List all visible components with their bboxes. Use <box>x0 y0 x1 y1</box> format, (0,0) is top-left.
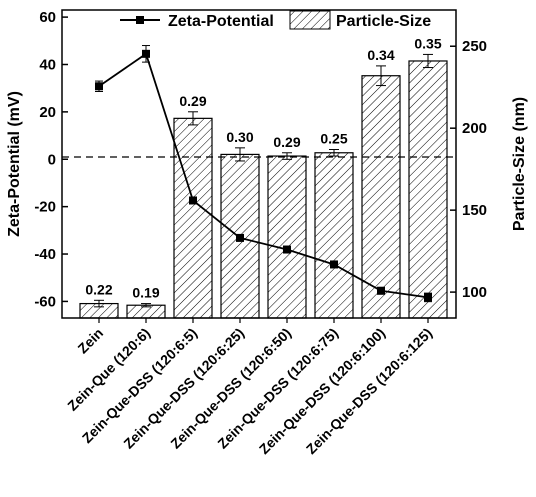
bar-data-label-7: 0.34 <box>367 47 394 63</box>
right-tick-label-250: 250 <box>462 38 487 55</box>
bar-data-label-4: 0.30 <box>226 129 253 145</box>
left-tick-label--60: -60 <box>34 293 56 310</box>
legend: Zeta-Potential Particle-Size <box>120 10 431 30</box>
bar-data-label-6: 0.25 <box>320 130 347 146</box>
bar-data-label-3: 0.29 <box>179 93 206 109</box>
zeta-point-4 <box>236 233 244 242</box>
bar-data-label-5: 0.29 <box>273 134 300 150</box>
bar-8 <box>408 60 448 319</box>
right-tick-label-100: 100 <box>462 284 487 301</box>
bar-data-label-1: 0.22 <box>85 281 112 297</box>
right-axis-ticks: 100 150 200 250 <box>450 38 487 301</box>
left-axis-title: Zeta-Potential (mV) <box>6 91 23 237</box>
legend-label-particle-size: Particle-Size <box>336 13 431 30</box>
particle-size-error-bars <box>94 53 433 308</box>
category-label-1: Zein <box>74 325 106 357</box>
bar-data-labels: 0.22 0.19 0.29 0.30 0.29 0.25 0.34 0.35 <box>85 35 441 300</box>
bar-data-label-8: 0.35 <box>414 35 441 51</box>
zeta-point-3 <box>189 196 197 205</box>
particle-size-bars <box>79 60 448 319</box>
left-tick-label-40: 40 <box>39 56 56 73</box>
zeta-potential-polyline <box>98 52 429 299</box>
bar-7 <box>361 75 401 319</box>
legend-line-marker <box>136 16 144 24</box>
zeta-point-2 <box>142 49 150 58</box>
left-tick-label--20: -20 <box>34 199 56 216</box>
legend-bar-swatch <box>289 10 331 30</box>
bar-6 <box>314 152 354 319</box>
right-axis-title: Particle-Size (nm) <box>511 97 528 231</box>
zeta-point-1 <box>95 82 103 91</box>
category-label-2: Zein-Que (120:6) <box>64 325 153 414</box>
left-tick-label-0: 0 <box>48 151 56 168</box>
left-tick-label-60: 60 <box>39 9 56 26</box>
zeta-potential-line <box>95 45 432 303</box>
left-tick-label--40: -40 <box>34 246 56 263</box>
zeta-point-8 <box>424 293 432 302</box>
right-tick-label-200: 200 <box>462 120 487 137</box>
zeta-point-5 <box>283 245 291 254</box>
zeta-point-7 <box>377 286 385 295</box>
zeta-point-6 <box>330 260 338 269</box>
right-tick-label-150: 150 <box>462 202 487 219</box>
legend-label-zeta-potential: Zeta-Potential <box>168 13 274 30</box>
left-tick-label-20: 20 <box>39 104 56 121</box>
bar-3 <box>173 117 213 319</box>
left-axis-ticks: -60 -40 -20 0 20 40 60 <box>34 9 68 310</box>
bar-5 <box>267 155 307 319</box>
bar-data-label-2: 0.19 <box>132 285 159 301</box>
